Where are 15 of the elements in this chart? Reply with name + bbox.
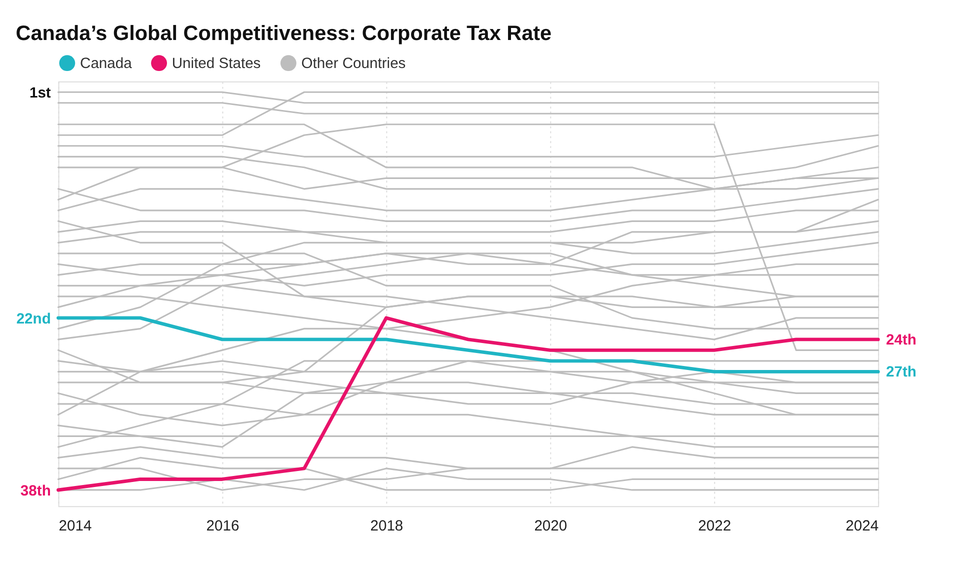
annotation: 27th: [886, 364, 916, 381]
y-tick-label: 1st: [29, 86, 51, 102]
x-tick-label: 2022: [698, 518, 732, 534]
annotation: 24th: [886, 332, 916, 348]
x-tick-label: 2016: [206, 518, 240, 534]
x-tick-label: 2024: [846, 518, 879, 534]
legend-label: Canada: [80, 56, 133, 72]
x-tick-label: 2020: [534, 518, 568, 534]
legend-label: United States: [172, 56, 261, 72]
chart-title: Canada’s Global Competitiveness: Corporate Tax Rate: [16, 22, 552, 45]
y-tick-label: 38th: [20, 483, 51, 500]
x-tick-label: 2014: [58, 518, 92, 534]
x-tick-label: 2018: [370, 518, 404, 534]
legend-label: Other Countries: [301, 56, 406, 72]
y-tick-label: 22nd: [16, 311, 51, 328]
